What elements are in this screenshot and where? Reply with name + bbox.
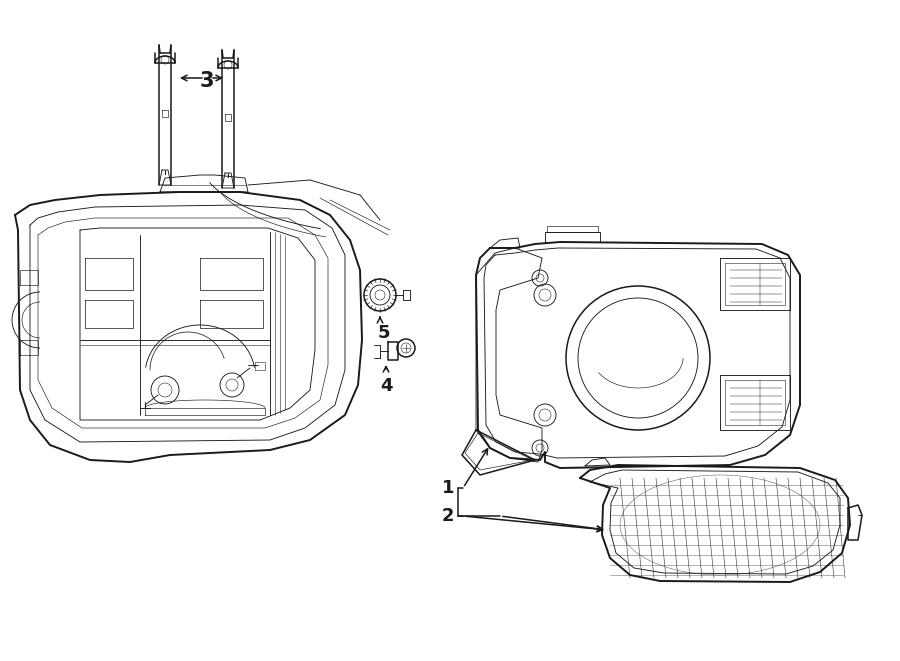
Text: 5: 5 <box>378 324 391 342</box>
Text: 2: 2 <box>442 507 454 525</box>
Text: 3: 3 <box>200 71 214 91</box>
Text: 1: 1 <box>442 479 454 497</box>
Text: 4: 4 <box>380 377 392 395</box>
